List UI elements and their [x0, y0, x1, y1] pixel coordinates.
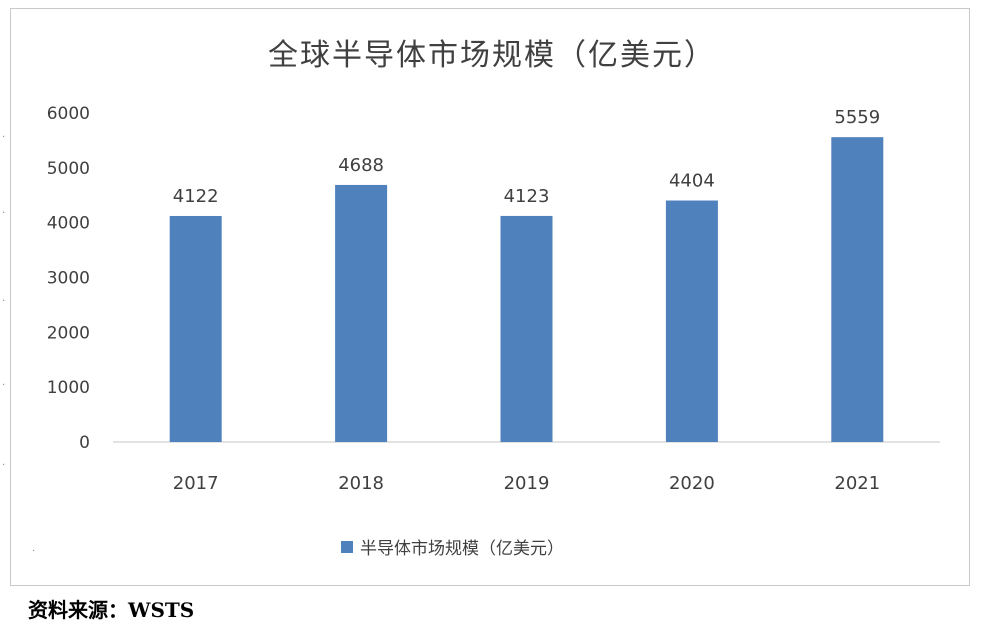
stray-mark: · [32, 546, 36, 557]
bar-series [169, 137, 884, 442]
data-label: 4123 [504, 186, 550, 207]
stray-mark: · [2, 380, 6, 391]
y-axis: 0 1000 2000 3000 4000 5000 6000 [47, 104, 90, 453]
chart-title: 全球半导体市场规模（亿美元） [268, 38, 716, 73]
y-tick-label: 3000 [47, 269, 90, 289]
legend-swatch [341, 541, 353, 553]
bar [831, 137, 884, 442]
bar [169, 215, 222, 442]
x-tick-label: 2020 [669, 473, 715, 494]
data-label: 4688 [338, 155, 384, 176]
x-tick-label: 2021 [834, 473, 880, 494]
data-label: 4122 [173, 186, 219, 207]
bar [665, 200, 718, 442]
y-tick-label: 2000 [47, 323, 90, 343]
y-tick-label: 4000 [47, 214, 90, 234]
x-tick-label: 2019 [504, 473, 550, 494]
source-note: 资料来源：WSTS [28, 598, 195, 622]
stray-mark: · [2, 460, 6, 471]
bar [335, 184, 388, 442]
y-tick-label: 1000 [47, 378, 90, 398]
data-labels: 4122 4688 4123 4404 5559 [173, 107, 880, 207]
y-tick-label: 6000 [47, 104, 90, 124]
y-tick-label: 5000 [47, 159, 90, 179]
bar [500, 215, 553, 442]
data-label: 5559 [834, 107, 880, 128]
stray-mark: · [2, 296, 6, 307]
x-tick-label: 2018 [338, 473, 384, 494]
legend: 半导体市场规模（亿美元） [341, 539, 564, 559]
x-axis: 2017 2018 2019 2020 2021 [173, 473, 880, 494]
y-tick-label: 0 [79, 433, 90, 453]
data-label: 4404 [669, 171, 715, 192]
stray-mark: · [2, 208, 6, 219]
legend-label: 半导体市场规模（亿美元） [360, 539, 564, 559]
stray-mark: · [2, 132, 6, 143]
x-tick-label: 2017 [173, 473, 219, 494]
